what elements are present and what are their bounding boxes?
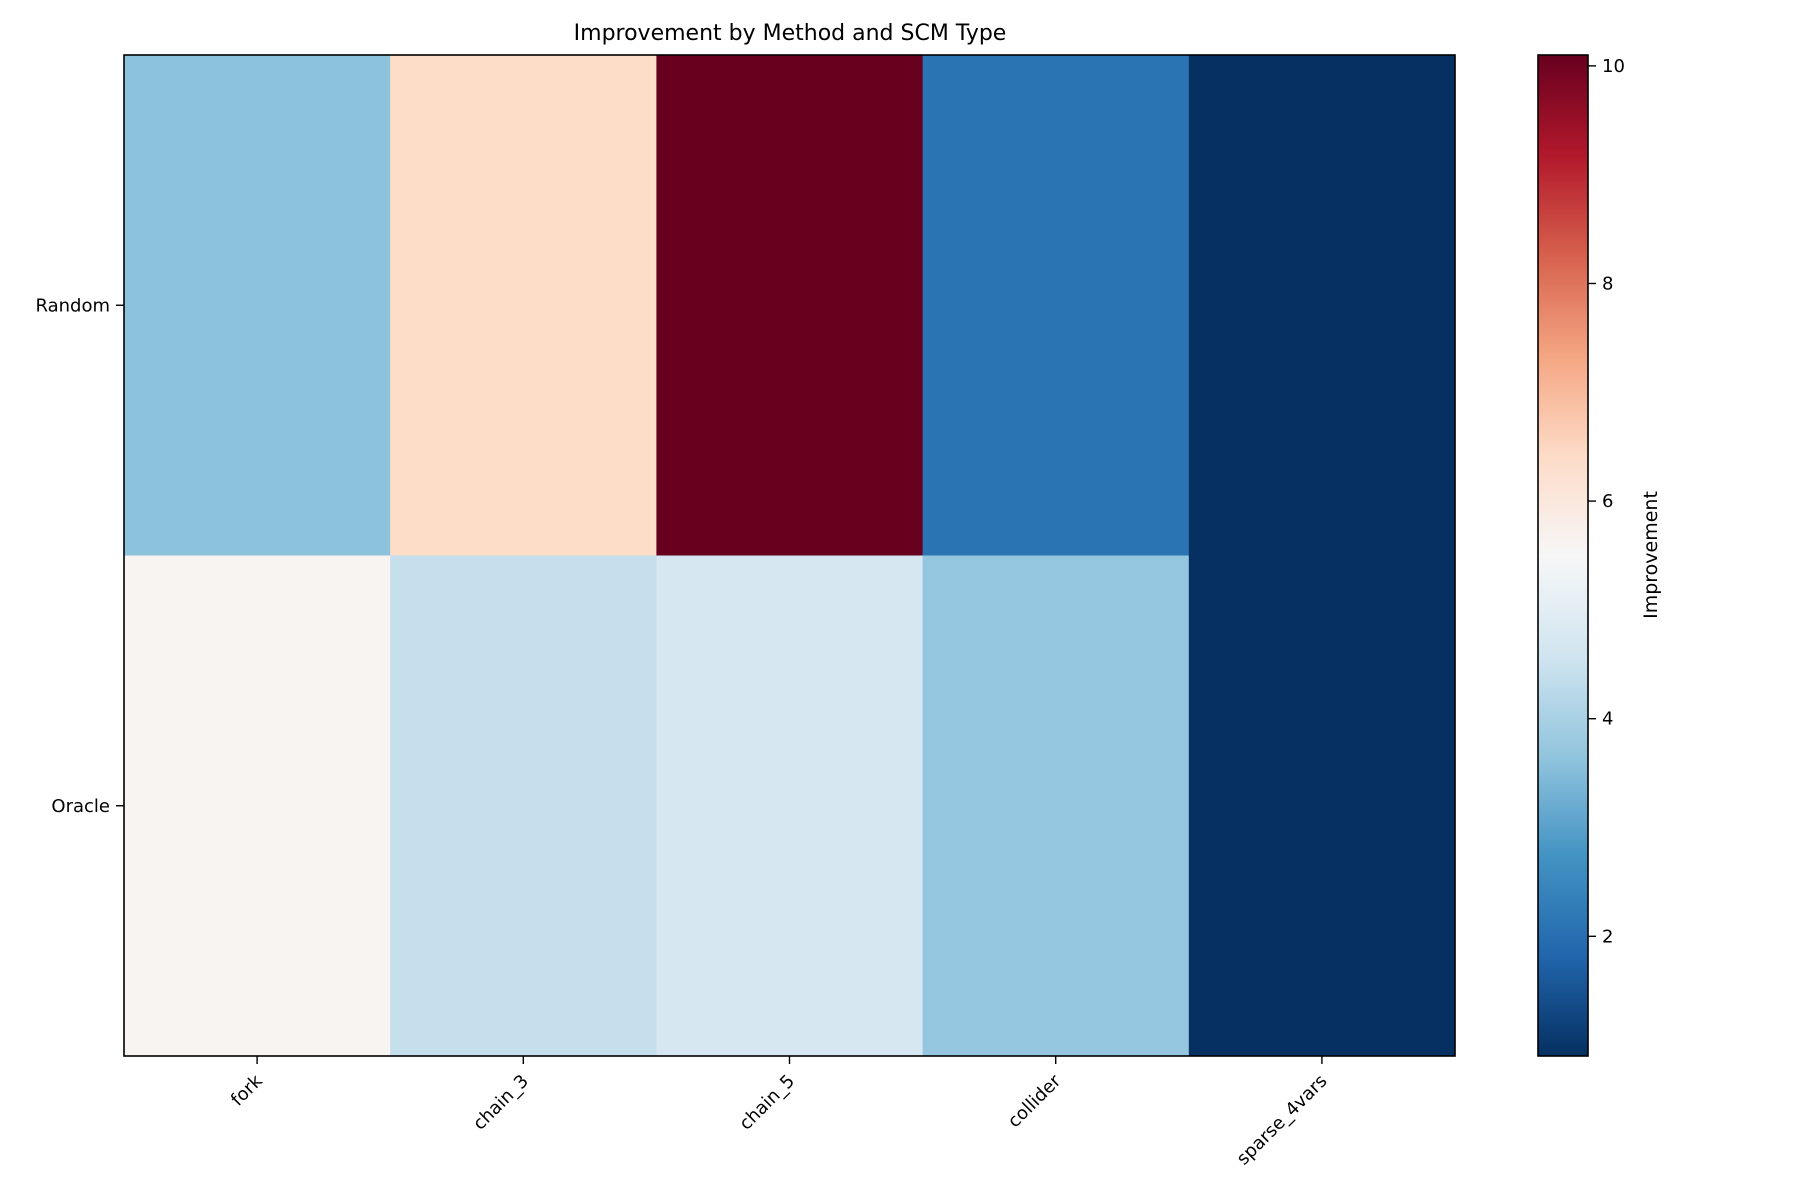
x-tick-label: collider xyxy=(1004,1070,1066,1132)
heatmap-cell xyxy=(124,555,391,1057)
heatmap-cell xyxy=(1188,555,1456,1057)
heatmap-cell xyxy=(390,55,657,556)
y-tick-label: Random xyxy=(35,295,110,316)
heatmap-cell xyxy=(1188,55,1456,556)
colorbar-ticks: 2 4 6 8 10 xyxy=(1588,56,1625,947)
heatmap-cell xyxy=(390,555,657,1057)
colorbar-tick-label: 8 xyxy=(1602,273,1613,294)
y-axis-ticks: Random Oracle xyxy=(35,295,124,817)
heatmap-cell xyxy=(124,55,391,556)
colorbar-frame xyxy=(1537,54,1589,1057)
y-tick-label: Oracle xyxy=(51,796,110,817)
colorbar: 2 4 6 8 10 Improvement xyxy=(1537,54,1662,1057)
x-tick-label: chain_3 xyxy=(469,1071,533,1135)
colorbar-tick-label: 6 xyxy=(1602,491,1613,512)
heatmap-cell xyxy=(922,55,1190,556)
x-tick-label: sparse_4vars xyxy=(1233,1071,1332,1170)
x-axis-ticks: fork chain_3 chain_5 collider sparse_4vars xyxy=(227,1056,1332,1170)
colorbar-tick-label: 10 xyxy=(1602,56,1625,77)
chart-title: Improvement by Method and SCM Type xyxy=(574,21,1007,46)
heatmap-cell xyxy=(656,555,924,1057)
x-tick-label: fork xyxy=(227,1070,267,1110)
heatmap-cell xyxy=(656,55,924,556)
colorbar-tick-label: 4 xyxy=(1602,709,1613,730)
x-tick-label: chain_5 xyxy=(735,1071,799,1135)
colorbar-gradient xyxy=(1538,55,1588,1056)
colorbar-tick-label: 2 xyxy=(1602,926,1613,947)
colorbar-label: Improvement xyxy=(1640,491,1662,619)
heatmap-cell xyxy=(922,555,1190,1057)
heatmap-cells xyxy=(124,55,1456,1057)
